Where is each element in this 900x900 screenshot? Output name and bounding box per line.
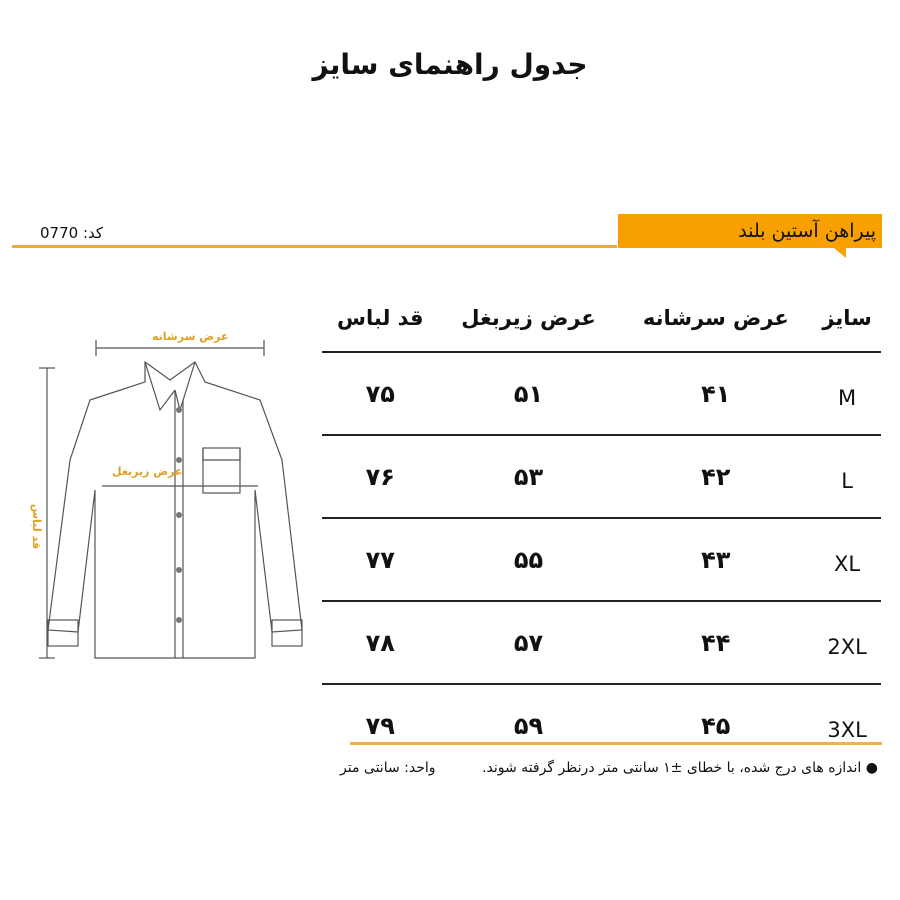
cell: ۷۶ <box>322 435 439 519</box>
cell: ۵۳ <box>438 435 619 519</box>
cell: M <box>813 352 881 436</box>
cell: ۴۱ <box>618 352 814 436</box>
cell: ۵۹ <box>513 711 544 740</box>
cell: 2XL <box>813 601 881 685</box>
table-row: XL ۴۳ ۵۵ ۷۷ <box>322 518 881 602</box>
product-code: کد: 0770 <box>40 224 104 242</box>
length-label: قد لباس <box>30 503 44 550</box>
cell: ۷۹ <box>365 711 395 740</box>
table-row: L ۴۲ ۵۳ ۷۶ <box>322 435 881 519</box>
cell: 3XL <box>827 718 867 742</box>
cell: ۴۵ <box>701 711 731 740</box>
header-length: قد لباس <box>322 285 439 353</box>
cell: ۷۷ <box>322 518 439 602</box>
table-row: 2XL ۴۴ ۵۷ ۷۸ <box>322 601 881 685</box>
cell: ۷۵ <box>322 352 439 436</box>
cell: ۴۴ <box>618 601 814 685</box>
bullet-icon: ● <box>861 760 878 776</box>
cell: ۷۸ <box>322 601 439 685</box>
cell: ۵۵ <box>438 518 619 602</box>
shoulder-label: عرض سرشانه <box>152 330 229 343</box>
tolerance-note: ● اندازه های درج شده، با خطای ±۱ سانتی م… <box>482 760 878 776</box>
table-row: 3XL ۴۵ ۵۹ ۷۹ <box>322 684 881 766</box>
product-tag: پیراهن آستین بلند <box>618 214 882 248</box>
chest-label: عرض زیربغل <box>112 465 183 478</box>
unit-note: واحد: سانتی متر <box>340 760 436 776</box>
footer-divider <box>350 742 882 745</box>
size-table: سایز عرض سرشانه عرض زیربغل قد لباس M ۴۱ ۵۱… <box>322 285 881 766</box>
page-title: جدول راهنمای سایز <box>312 48 588 81</box>
table-row: M ۴۱ ۵۱ ۷۵ <box>322 352 881 436</box>
cell: L <box>813 435 881 519</box>
header-chest: عرض زیربغل <box>438 285 619 353</box>
cell: ۵۷ <box>438 601 619 685</box>
header-shoulder: عرض سرشانه <box>618 285 814 353</box>
shirt-diagram <box>39 340 303 659</box>
header-divider <box>12 245 617 248</box>
cell: ۴۳ <box>618 518 814 602</box>
header-size: سایز <box>813 285 881 353</box>
cell: XL <box>813 518 881 602</box>
note-text: اندازه های درج شده، با خطای ±۱ سانتی متر… <box>482 760 862 776</box>
tag-tail <box>834 248 846 258</box>
cell: ۴۲ <box>618 435 814 519</box>
cell: ۵۱ <box>438 352 619 436</box>
